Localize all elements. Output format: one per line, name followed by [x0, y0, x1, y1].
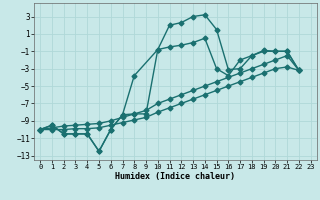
X-axis label: Humidex (Indice chaleur): Humidex (Indice chaleur)	[116, 172, 236, 181]
